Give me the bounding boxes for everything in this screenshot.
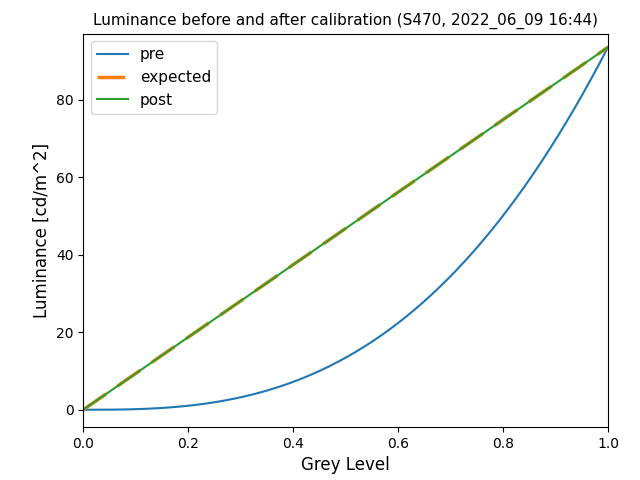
post [509, 110, 517, 116]
post [392, 191, 399, 197]
post [604, 44, 612, 50]
expected [509, 110, 517, 116]
expected [79, 407, 87, 413]
Line: expected: expected [83, 47, 608, 410]
post [364, 211, 371, 216]
expected [392, 191, 399, 197]
post [332, 232, 339, 238]
pre [509, 199, 517, 205]
Legend: pre, expected, post: pre, expected, post [91, 41, 217, 114]
X-axis label: Grey Level: Grey Level [301, 456, 390, 474]
expected [328, 235, 336, 240]
expected [604, 44, 612, 50]
pre [364, 342, 371, 348]
post [328, 235, 336, 240]
post [79, 407, 87, 413]
expected [332, 232, 339, 238]
Line: post: post [83, 47, 608, 410]
expected [364, 211, 371, 216]
expected [591, 53, 599, 59]
pre [392, 322, 399, 328]
Y-axis label: Luminance [cd/m^2]: Luminance [cd/m^2] [32, 143, 51, 318]
pre [604, 44, 612, 50]
Line: pre: pre [83, 47, 608, 410]
pre [591, 68, 599, 74]
Title: Luminance before and after calibration (S470, 2022_06_09 16:44): Luminance before and after calibration (… [93, 13, 598, 29]
post [591, 53, 599, 59]
pre [328, 362, 336, 368]
pre [332, 360, 339, 366]
pre [79, 407, 87, 413]
